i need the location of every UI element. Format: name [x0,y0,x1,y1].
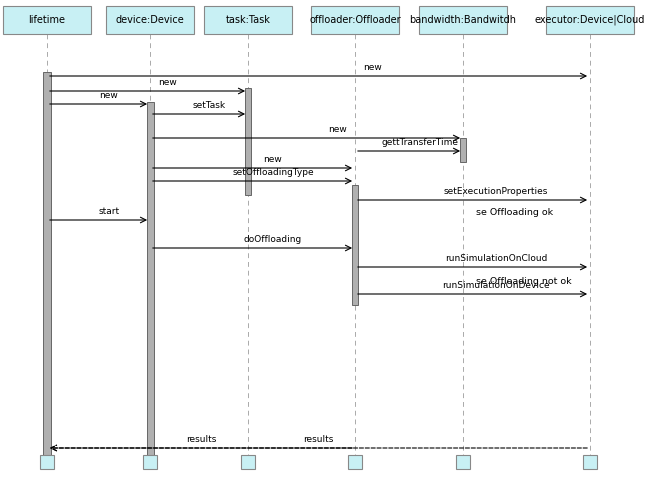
Bar [348,455,362,469]
Text: gettTransferTime: gettTransferTime [381,138,458,147]
Text: bandwidth:Bandwitdh: bandwidth:Bandwitdh [409,15,516,25]
Bar [419,6,507,34]
Text: runSimulationOnDevice: runSimulationOnDevice [442,281,550,290]
Text: new: new [264,155,283,164]
Text: new: new [363,63,382,72]
Bar [311,6,399,34]
Text: new: new [328,125,347,134]
Bar [143,455,157,469]
Text: se Offloading not ok: se Offloading not ok [476,277,572,286]
Bar [546,6,634,34]
Bar [40,455,54,469]
Text: offloader:Offloader: offloader:Offloader [309,15,401,25]
Text: device:Device: device:Device [116,15,184,25]
Bar [43,72,51,455]
Bar [352,185,358,305]
Text: setOffloadingType: setOffloadingType [232,168,314,177]
Text: results: results [186,435,216,444]
Bar [460,138,466,162]
Bar [583,455,597,469]
Bar [241,455,255,469]
Text: new: new [158,78,177,87]
Text: start: start [98,207,119,216]
Text: results: results [303,435,334,444]
Text: task:Task: task:Task [225,15,270,25]
Text: new: new [100,91,118,100]
Text: setTask: setTask [192,101,225,110]
Text: se Offloading ok: se Offloading ok [476,207,553,216]
Text: doOffloading: doOffloading [244,235,302,244]
Bar [146,102,154,455]
Text: lifetime: lifetime [29,15,66,25]
Bar [204,6,292,34]
Text: runSimulationOnCloud: runSimulationOnCloud [445,254,547,263]
Bar [3,6,91,34]
Bar [106,6,194,34]
Text: setExecutionProperties: setExecutionProperties [444,187,548,196]
Bar [456,455,470,469]
Text: executor:Device|Cloud: executor:Device|Cloud [535,15,645,25]
Bar [245,88,251,195]
